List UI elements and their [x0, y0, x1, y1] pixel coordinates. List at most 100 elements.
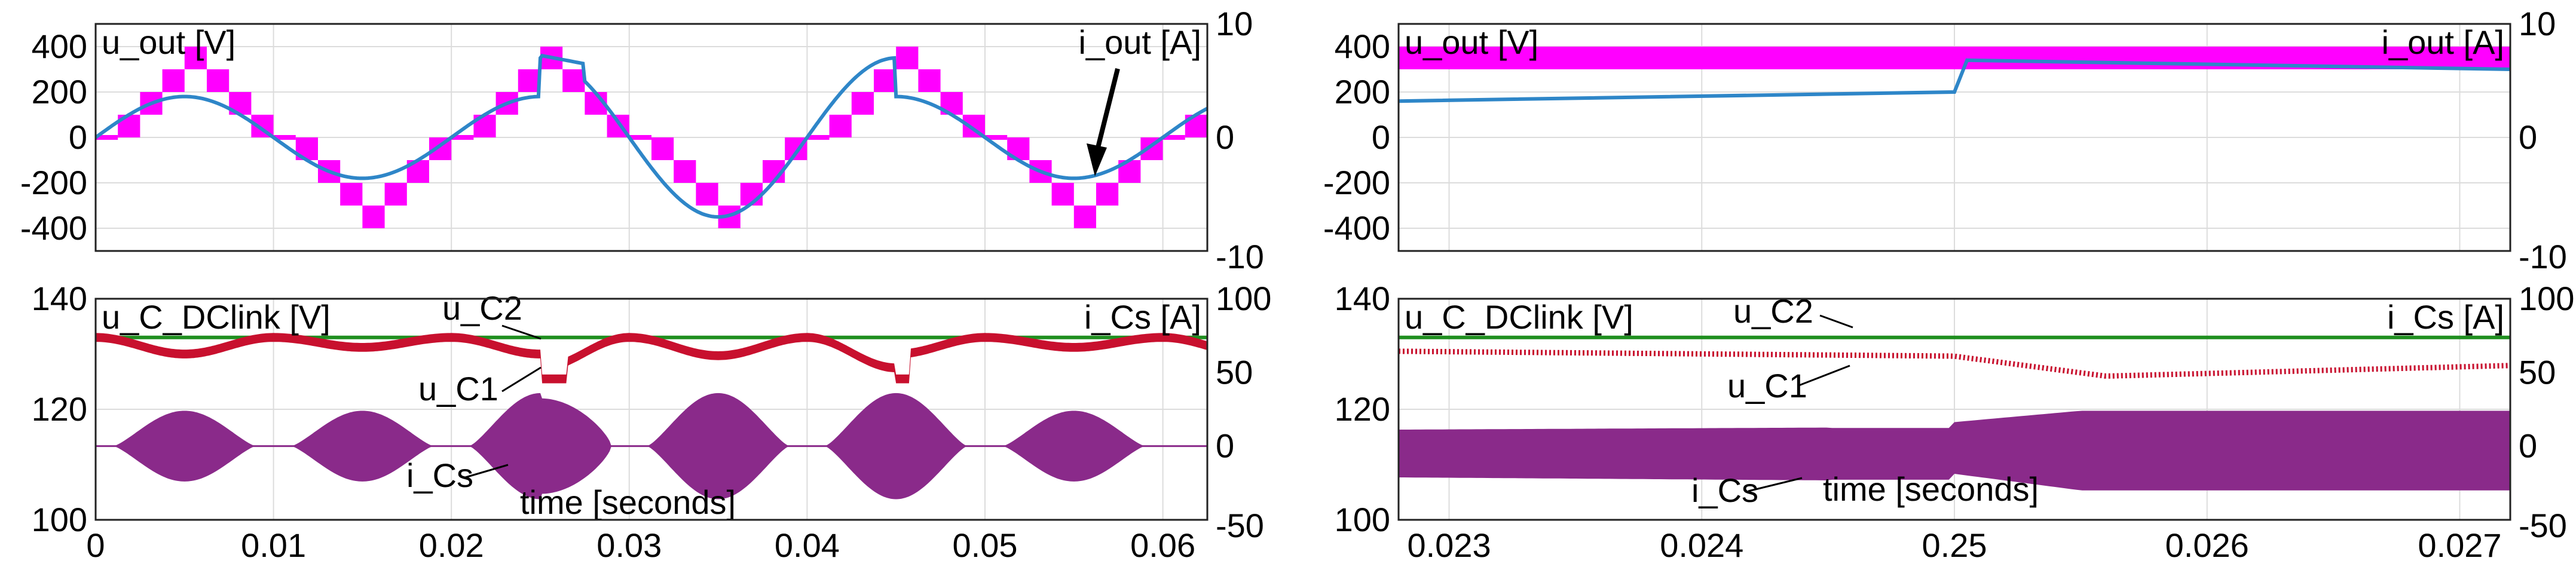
u-out-block: [451, 135, 474, 140]
label-arrow: [1798, 364, 1850, 387]
xtick-label: 0.04: [775, 526, 840, 564]
u-out-block: [1162, 135, 1185, 140]
i-cs-series: [1399, 410, 2510, 491]
i-out-series: [94, 53, 1209, 219]
xtick-label: 0.06: [1130, 526, 1195, 564]
u-out-block: [651, 137, 674, 160]
xtick-label: 0: [86, 526, 105, 564]
u-out-block: [851, 92, 874, 115]
xtick-label: 0.02: [419, 526, 484, 564]
ytick-right-label: 50: [1216, 353, 1253, 391]
i-cs-lobe: [113, 410, 256, 482]
ylabel-right: i_out [A]: [2382, 23, 2504, 61]
ytick-right-label: -10: [1216, 238, 1264, 275]
plot-border: [94, 298, 1209, 521]
ylabel-right: i_out [A]: [1079, 23, 1201, 61]
ytick-left-label: -200: [1323, 164, 1390, 201]
ytick-right-label: 0: [2519, 118, 2537, 156]
u-out-block: [162, 69, 185, 92]
ytick-right-label: 50: [2519, 353, 2556, 391]
label-u-c2: u_C2: [1733, 292, 1813, 330]
u-out-block: [207, 69, 230, 92]
u-out-block: [96, 135, 118, 140]
ylabel-left: u_C_DClink [V]: [102, 298, 331, 336]
u-out-block: [696, 183, 718, 206]
u-c1-series: [96, 333, 1207, 384]
ylabel-right: i_Cs [A]: [1084, 298, 1201, 336]
ytick-left-label: 200: [1335, 73, 1390, 111]
u-out-block: [562, 69, 585, 92]
ytick-right-label: 100: [2519, 280, 2574, 317]
panel-3: 400 200 0 -200 -400 10 0 -10 u_out [V] i_out [A]: [1323, 5, 2567, 275]
i-cs-lobe: [469, 393, 611, 500]
u-out-block: [1096, 183, 1119, 206]
label-u-c1: u_C1: [1727, 367, 1807, 405]
ytick-left-label: -200: [20, 164, 87, 201]
ytick-right-label: 0: [1216, 118, 1234, 156]
ytick-right-label: -50: [1216, 507, 1264, 544]
ylabel-left: u_out [V]: [102, 23, 235, 61]
u-out-block: [340, 183, 363, 206]
plot-border: [1397, 298, 2511, 521]
i-out-series: [1398, 58, 2511, 103]
xtick-label: 0.05: [953, 526, 1018, 564]
ytick-left-label: 0: [1372, 118, 1390, 156]
u-out-block: [829, 115, 852, 137]
u-out-block: [918, 69, 941, 92]
label-arrow: [463, 464, 509, 479]
xtick-label: 0.25: [1922, 526, 1987, 564]
plot-border: [1397, 23, 2511, 252]
u-out-block: [985, 135, 1008, 140]
label-arrow: [501, 366, 541, 393]
xlabel: time [seconds]: [520, 483, 736, 521]
u-out-block: [362, 206, 385, 228]
ytick-left-label: 120: [32, 390, 87, 428]
label-arrow: [1819, 314, 1853, 329]
ytick-left-label: -400: [1323, 209, 1390, 247]
u-out-block: [629, 135, 651, 140]
i-cs-lobe: [825, 393, 968, 500]
annotation-arrow: [1094, 68, 1120, 153]
ytick-left-label: 100: [32, 501, 87, 538]
panel-2: 140 120 100 100 50 0 -50 0 0.01 0.02 0.03 0.04 0.05 0…: [32, 280, 1272, 564]
plot-border: [94, 23, 1209, 252]
ytick-left-label: 100: [1335, 501, 1390, 538]
panel-1: 400 200 0 -200 -400 10 0 -10 u_out [V] i_out [A]: [20, 5, 1264, 275]
label-arrow: [1748, 477, 1803, 492]
u-out-block: [384, 183, 407, 206]
ytick-left-label: 140: [1335, 280, 1390, 317]
u-out-block: [896, 47, 919, 69]
u-out-block: [874, 69, 897, 92]
u-out-block: [1051, 183, 1074, 206]
u-out-block: [1073, 206, 1096, 228]
u-c2-series: [1399, 335, 2510, 339]
ytick-right-label: -50: [2519, 507, 2567, 544]
u-c1-band: [96, 333, 1207, 384]
label-u-c2: u_C2: [442, 289, 522, 327]
u-out-block: [518, 69, 540, 92]
u-c1-series: [1398, 348, 2511, 379]
ylabel-right: i_Cs [A]: [2387, 298, 2504, 336]
label-i-cs: i_Cs: [1691, 471, 1758, 509]
ytick-right-label: -10: [2519, 238, 2567, 275]
xtick-label: 0.03: [596, 526, 662, 564]
i-cs-lobe: [647, 393, 790, 500]
u-out-block: [807, 135, 830, 140]
ytick-right-label: 0: [1216, 427, 1234, 465]
ytick-left-label: 200: [32, 73, 87, 111]
ytick-left-label: 120: [1335, 390, 1390, 428]
i-cs-lobe: [291, 410, 434, 482]
annotation-arrowhead: [1087, 143, 1107, 176]
ytick-left-label: 400: [32, 27, 87, 65]
ylabel-left: u_C_DClink [V]: [1405, 298, 1633, 336]
ytick-right-label: 10: [2519, 5, 2556, 42]
xlabel: time [seconds]: [1823, 470, 2039, 508]
ytick-right-label: 10: [1216, 5, 1253, 42]
i-cs-series: [96, 393, 1207, 500]
ytick-left-label: 140: [32, 280, 87, 317]
xtick-label: 0.027: [2418, 526, 2501, 564]
ytick-left-label: 400: [1335, 27, 1390, 65]
ytick-right-label: 100: [1216, 280, 1271, 317]
ylabel-left: u_out [V]: [1405, 23, 1538, 61]
